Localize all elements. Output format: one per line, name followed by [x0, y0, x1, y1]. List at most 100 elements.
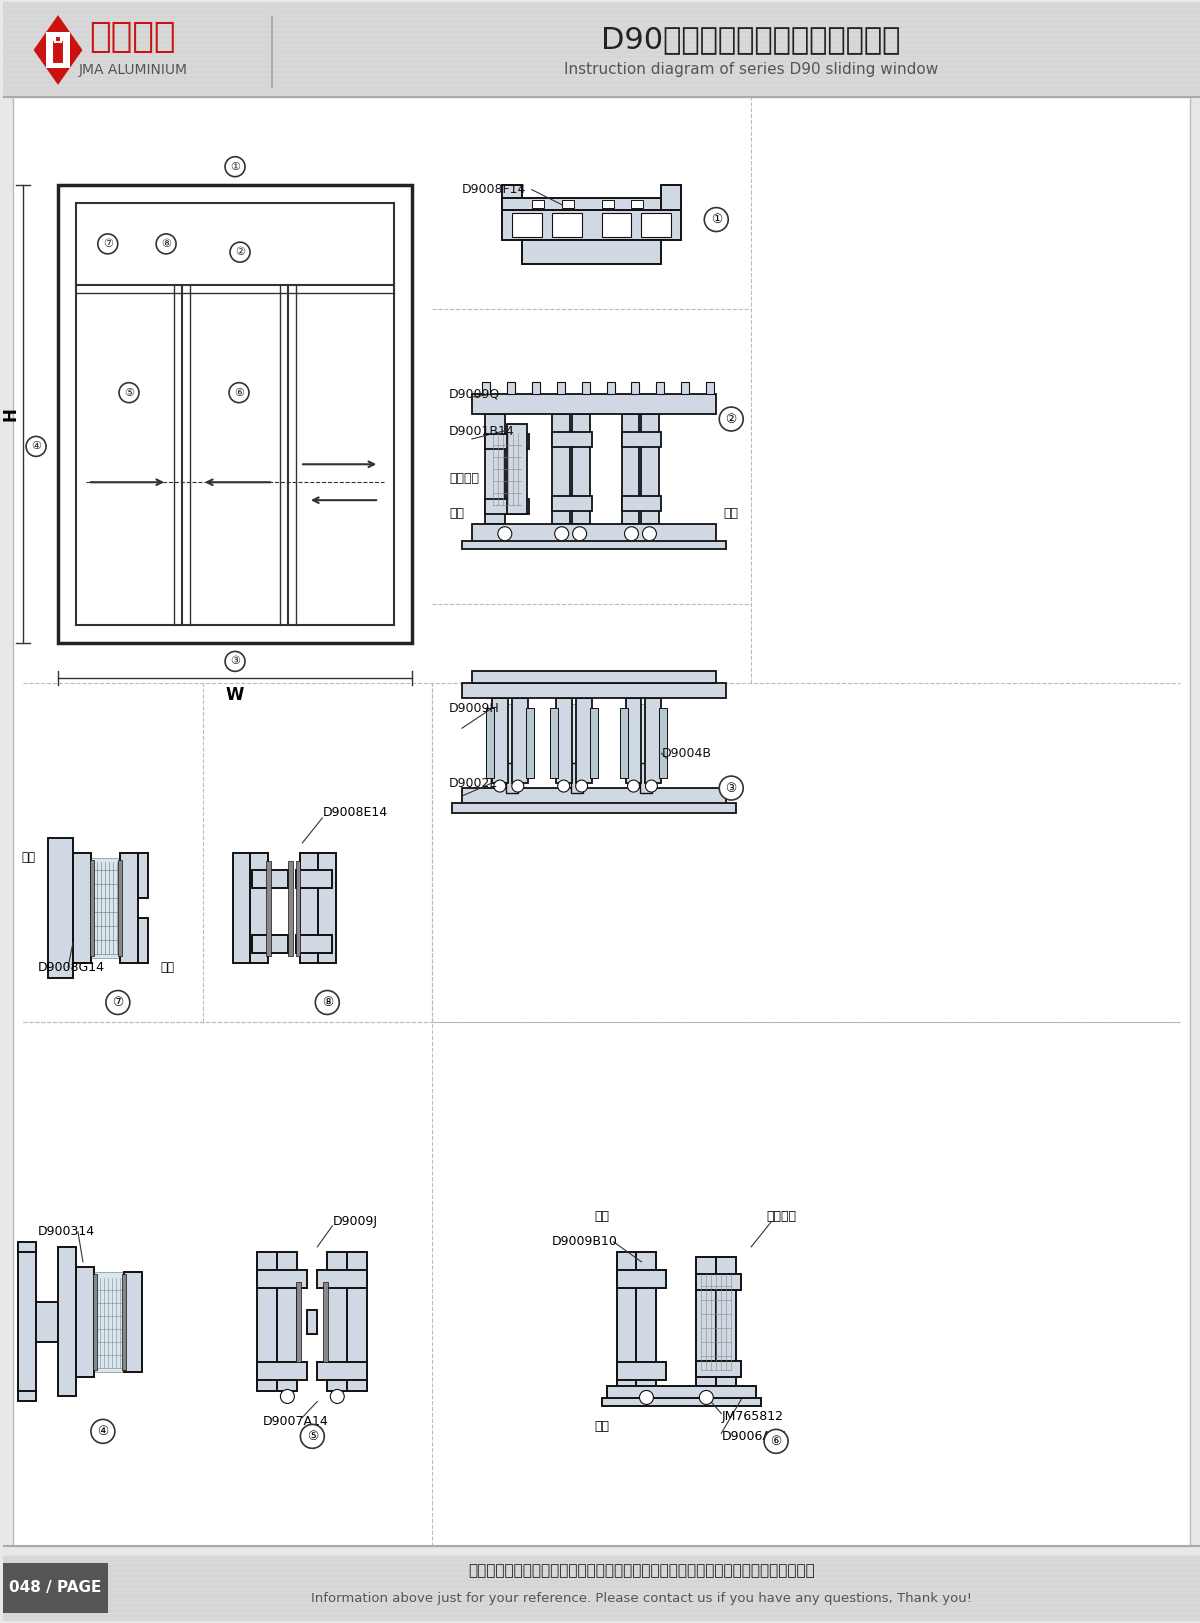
- Bar: [589, 708, 598, 777]
- Bar: [76, 1268, 94, 1376]
- Text: ⑤: ⑤: [307, 1430, 318, 1443]
- Bar: [571, 763, 583, 794]
- Circle shape: [764, 1430, 788, 1453]
- Text: D9008G14: D9008G14: [38, 961, 106, 974]
- Bar: [532, 381, 540, 394]
- Bar: [347, 1251, 367, 1391]
- Bar: [630, 704, 658, 776]
- Bar: [619, 708, 628, 777]
- Bar: [296, 870, 332, 888]
- Circle shape: [628, 781, 640, 792]
- Bar: [558, 432, 586, 508]
- Bar: [550, 708, 558, 777]
- Bar: [4, 1556, 1200, 1621]
- Circle shape: [572, 527, 587, 540]
- Bar: [472, 672, 716, 683]
- Text: 图中所示型材截面、装配、编号、尺寸及重量仅供参考。如有疑问，请向本公司查询。: 图中所示型材截面、装配、编号、尺寸及重量仅供参考。如有疑问，请向本公司查询。: [468, 1563, 815, 1579]
- Bar: [636, 1251, 656, 1391]
- Bar: [138, 854, 148, 898]
- Circle shape: [230, 242, 250, 263]
- Bar: [323, 1282, 329, 1362]
- Circle shape: [640, 1391, 654, 1404]
- Text: ②: ②: [726, 412, 737, 425]
- Text: D9008E14: D9008E14: [323, 807, 388, 820]
- Bar: [661, 185, 682, 209]
- Bar: [4, 2, 1200, 97]
- Bar: [330, 1269, 362, 1376]
- Bar: [506, 424, 527, 514]
- Text: Information above just for your reference. Please contact us if you have any que: Information above just for your referenc…: [311, 1592, 972, 1605]
- Circle shape: [704, 208, 728, 232]
- Text: JMA ALUMINIUM: JMA ALUMINIUM: [78, 63, 187, 76]
- Bar: [296, 935, 332, 953]
- Text: D9009H: D9009H: [449, 701, 499, 714]
- Text: 金钢纱网: 金钢纱网: [766, 1211, 796, 1224]
- Bar: [36, 1302, 58, 1342]
- Bar: [486, 708, 494, 777]
- Text: ⑥: ⑥: [770, 1435, 781, 1448]
- Text: D9004B: D9004B: [661, 747, 712, 760]
- Bar: [522, 240, 661, 265]
- Bar: [641, 763, 653, 794]
- Bar: [716, 1256, 737, 1386]
- Bar: [251, 854, 269, 962]
- Text: ⑦: ⑦: [113, 997, 124, 1010]
- Text: 坚美铝业: 坚美铝业: [90, 19, 176, 54]
- Bar: [58, 1246, 76, 1396]
- Bar: [307, 1310, 317, 1334]
- Bar: [707, 381, 714, 394]
- Bar: [55, 36, 61, 42]
- Bar: [642, 414, 660, 524]
- Text: 室外: 室外: [594, 1420, 610, 1433]
- Text: ⑤: ⑤: [124, 388, 134, 398]
- Circle shape: [119, 383, 139, 403]
- Circle shape: [700, 1391, 713, 1404]
- Circle shape: [156, 234, 176, 253]
- Bar: [506, 381, 515, 394]
- Bar: [502, 209, 682, 240]
- Bar: [617, 1269, 666, 1287]
- Bar: [526, 708, 534, 777]
- Circle shape: [97, 234, 118, 253]
- Bar: [452, 803, 737, 813]
- Bar: [94, 1272, 124, 1371]
- Bar: [622, 414, 640, 524]
- Bar: [492, 698, 508, 782]
- Bar: [562, 200, 574, 208]
- Bar: [258, 1269, 307, 1287]
- Text: ⑦: ⑦: [103, 239, 113, 248]
- Text: ①: ①: [230, 162, 240, 172]
- Text: D9006A14: D9006A14: [721, 1430, 787, 1443]
- Circle shape: [512, 781, 523, 792]
- Bar: [642, 213, 671, 237]
- Bar: [700, 1271, 733, 1373]
- Text: 室内: 室内: [22, 852, 35, 865]
- Circle shape: [498, 527, 512, 540]
- Bar: [622, 432, 661, 446]
- Bar: [76, 203, 394, 625]
- Circle shape: [624, 527, 638, 540]
- Bar: [317, 1269, 367, 1287]
- Bar: [552, 414, 570, 524]
- Text: 金钢纱网: 金钢纱网: [449, 472, 479, 485]
- Text: H: H: [1, 407, 19, 420]
- Bar: [91, 859, 121, 958]
- Bar: [625, 698, 642, 782]
- Bar: [18, 1242, 36, 1251]
- Bar: [631, 381, 640, 394]
- Bar: [277, 1251, 298, 1391]
- Text: JM765812: JM765812: [721, 1410, 784, 1423]
- Bar: [18, 1246, 36, 1396]
- Bar: [58, 185, 412, 643]
- Bar: [502, 185, 522, 209]
- Circle shape: [494, 781, 506, 792]
- Circle shape: [719, 407, 743, 432]
- Bar: [601, 213, 631, 237]
- Bar: [138, 917, 148, 962]
- Bar: [622, 497, 661, 511]
- Bar: [252, 870, 288, 888]
- Bar: [318, 854, 336, 962]
- Bar: [660, 708, 667, 777]
- Bar: [296, 860, 300, 956]
- Bar: [258, 1362, 307, 1380]
